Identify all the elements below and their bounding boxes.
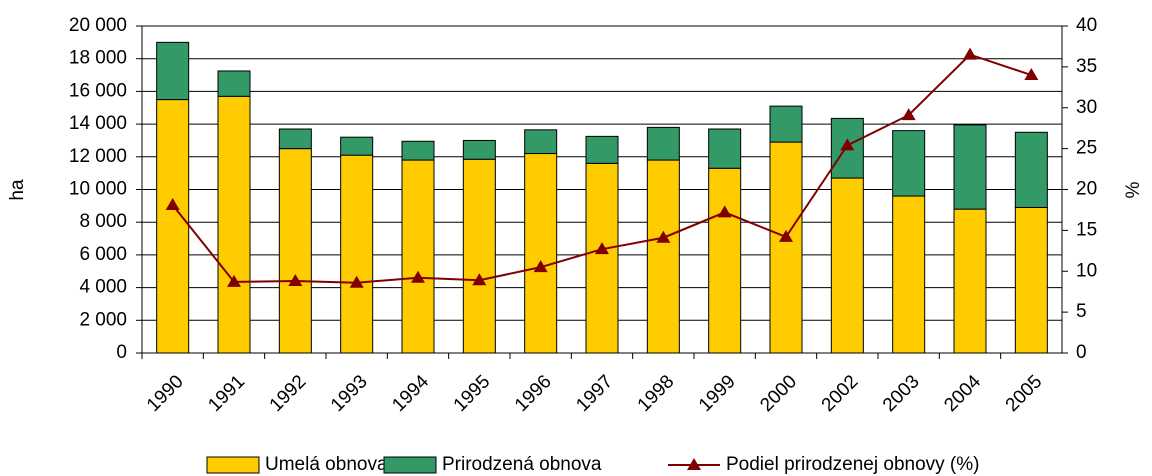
bar	[278, 128, 312, 150]
y2-axis-title: %	[1123, 181, 1144, 198]
line-marker	[656, 230, 671, 243]
y2-tick-label: 5	[1076, 301, 1087, 322]
bar	[892, 195, 926, 354]
x-tick-label: 2002	[818, 371, 863, 416]
legend-swatch	[383, 456, 437, 474]
line-marker	[533, 260, 548, 273]
x-tick-label: 1991	[204, 371, 249, 416]
y-tick-label: 14 000	[69, 113, 127, 134]
bar	[156, 41, 190, 101]
bar	[156, 99, 190, 354]
bar	[1014, 131, 1048, 208]
bar	[1014, 206, 1048, 354]
line-marker	[472, 273, 487, 286]
y2-tick-label: 10	[1076, 260, 1097, 281]
bar	[769, 105, 803, 143]
y-tick-label: 6 000	[79, 244, 127, 265]
bar	[708, 167, 742, 354]
legend-label: Prirodzená obnova	[442, 454, 602, 475]
x-tick-label: 2004	[940, 371, 985, 416]
line-marker	[901, 108, 916, 121]
line-marker	[963, 47, 977, 60]
bar	[953, 208, 987, 354]
line-marker	[840, 138, 855, 151]
bar	[585, 135, 619, 164]
y2-tick-label: 0	[1076, 342, 1087, 363]
x-tick-label: 1997	[572, 371, 617, 416]
x-tick-label: 1995	[450, 371, 495, 416]
x-tick-label: 2003	[879, 371, 924, 416]
bar	[217, 70, 251, 97]
y2-tick-label: 20	[1076, 179, 1097, 200]
x-tick-label: 1990	[143, 371, 188, 416]
bar	[524, 129, 558, 155]
x-tick-label: 1992	[266, 371, 311, 416]
line-marker	[165, 198, 180, 211]
bar	[462, 158, 496, 354]
line-marker	[288, 274, 303, 287]
x-tick-label: 1998	[634, 371, 679, 416]
legend-label: Umelá obnova	[265, 454, 388, 475]
y2-tick-label: 40	[1076, 15, 1097, 36]
y2-tick-label: 35	[1076, 56, 1097, 77]
y-tick-label: 10 000	[69, 179, 127, 200]
y-tick-label: 18 000	[69, 48, 127, 69]
bar	[340, 154, 374, 354]
bar	[401, 140, 435, 161]
y-tick-label: 0	[116, 342, 127, 363]
x-tick-label: 1999	[695, 371, 740, 416]
legend-swatch	[206, 456, 260, 474]
y2-tick-label: 25	[1076, 138, 1097, 159]
bar	[217, 95, 251, 354]
x-tick-label: 2005	[1002, 371, 1047, 416]
bar	[769, 141, 803, 354]
bar	[340, 136, 374, 156]
y-axis-title: ha	[7, 179, 28, 201]
line-marker	[411, 270, 425, 283]
bar	[646, 126, 680, 161]
bar	[524, 153, 558, 354]
y-tick-label: 2 000	[79, 309, 127, 330]
y-tick-label: 20 000	[69, 15, 127, 36]
bar	[278, 148, 312, 354]
legend-marker	[687, 458, 701, 470]
y2-tick-label: 30	[1076, 97, 1097, 118]
x-tick-label: 1996	[511, 371, 556, 416]
bar	[646, 159, 680, 354]
line-marker	[349, 275, 364, 288]
y-tick-label: 8 000	[79, 211, 127, 232]
line-marker	[595, 242, 609, 255]
y-tick-label: 12 000	[69, 146, 127, 167]
line-marker	[227, 274, 241, 287]
bar	[585, 162, 619, 354]
bar	[401, 159, 435, 354]
x-tick-label: 1993	[327, 371, 372, 416]
line-marker	[717, 205, 732, 218]
legend-label: Podiel prirodzenej obnovy (%)	[726, 454, 979, 475]
bar	[953, 124, 987, 210]
y-tick-label: 16 000	[69, 80, 127, 101]
bar	[892, 130, 926, 197]
y-tick-label: 4 000	[79, 277, 127, 298]
line-marker	[779, 229, 793, 242]
x-tick-label: 2000	[756, 371, 801, 416]
bar	[830, 177, 864, 354]
bar	[462, 139, 496, 160]
bar	[708, 128, 742, 169]
y2-tick-label: 15	[1076, 219, 1097, 240]
line-marker	[1024, 68, 1039, 81]
x-tick-label: 1994	[388, 371, 433, 416]
